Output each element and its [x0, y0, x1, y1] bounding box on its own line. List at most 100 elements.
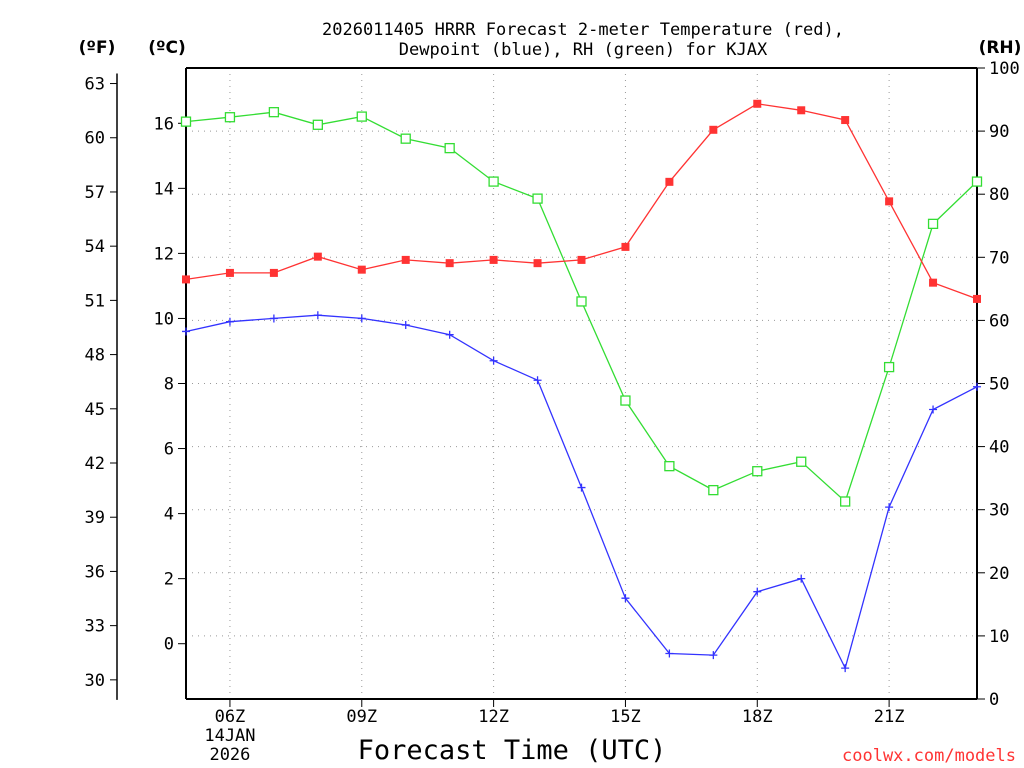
rh-tick-label: 80 [989, 185, 1009, 205]
dewpoint-point [929, 405, 938, 414]
dewpoint-point [753, 587, 762, 596]
fahrenheit-tick-label: 30 [85, 671, 105, 691]
dewpoint-point [665, 649, 674, 658]
rh-axis-unit: (RH) [979, 38, 1022, 58]
x-tick-label: 18Z [742, 707, 773, 727]
x-axis-title: Forecast Time (UTC) [358, 735, 667, 766]
rh-point [927, 218, 939, 230]
rh-point [444, 142, 455, 154]
rh-tick-label: 70 [989, 248, 1009, 268]
rh-point [400, 133, 411, 144]
fahrenheit-tick-label: 63 [85, 75, 105, 95]
fahrenheit-tick-label: 36 [85, 562, 105, 582]
x-tick-year: 2026 [209, 745, 250, 765]
fahrenheit-tick-label: 45 [85, 400, 105, 420]
temperature-point [489, 255, 498, 264]
fahrenheit-tick-label: 42 [85, 454, 105, 474]
temperature-point [445, 259, 454, 268]
rh-point [488, 176, 499, 187]
dewpoint-point [401, 320, 410, 329]
rh-tick-label: 20 [989, 564, 1009, 584]
fahrenheit-tick-label: 51 [85, 291, 105, 311]
rh-point [224, 112, 236, 123]
celsius-tick-label: 16 [154, 114, 174, 134]
fahrenheit-tick-label: 54 [85, 237, 105, 257]
rh-point [532, 193, 543, 204]
temperature-point [357, 265, 366, 274]
temperature-point [753, 99, 762, 108]
fahrenheit-tick-label: 57 [85, 183, 105, 203]
rh-point [752, 466, 763, 477]
celsius-tick-label: 4 [164, 505, 174, 525]
dewpoint-point [709, 651, 718, 660]
temperature-point [401, 255, 410, 264]
fahrenheit-axis-unit: (ºF) [79, 38, 116, 58]
temperature-point [973, 294, 981, 303]
dewpoint-point [533, 376, 542, 385]
dewpoint-point [621, 594, 630, 603]
rh-point [356, 111, 367, 122]
fahrenheit-tick-label: 39 [85, 508, 105, 528]
temperature-point [841, 116, 850, 125]
rh-line [185, 111, 978, 503]
temperature-point [885, 197, 894, 206]
fahrenheit-tick-label: 33 [85, 617, 105, 637]
celsius-tick-label: 10 [154, 309, 174, 329]
celsius-tick-label: 12 [154, 244, 174, 264]
rh-point [840, 496, 851, 507]
dewpoint-point [182, 327, 190, 336]
celsius-tick-label: 14 [154, 179, 174, 199]
dewpoint-point [357, 314, 366, 323]
rh-tick-label: 50 [989, 375, 1009, 395]
rh-tick-label: 90 [989, 122, 1009, 142]
dewpoint-point [269, 314, 278, 323]
rh-point [576, 296, 587, 307]
x-tick-label: 12Z [478, 707, 509, 727]
celsius-tick-label: 8 [164, 375, 174, 395]
data-series [180, 99, 983, 673]
x-tick-label: 06Z [215, 707, 246, 727]
rh-point [796, 456, 807, 467]
temperature-point [313, 252, 322, 261]
temperature-point [929, 278, 938, 287]
dewpoint-point [445, 330, 454, 339]
rh-point [312, 119, 323, 130]
temperature-point [577, 255, 586, 264]
dewpoint-point [973, 382, 981, 391]
rh-point [664, 461, 675, 472]
x-tick-label: 21Z [874, 707, 905, 727]
grid-lines [186, 68, 977, 699]
rh-tick-label: 10 [989, 627, 1009, 647]
celsius-axis-unit: (ºC) [148, 38, 186, 58]
dewpoint-line [185, 314, 978, 670]
rh-point [971, 176, 983, 187]
temperature-point [709, 125, 718, 134]
x-tick-label: 09Z [346, 707, 377, 727]
rh-point [708, 484, 719, 496]
temperature-line [185, 103, 978, 300]
temperature-point [797, 106, 806, 115]
x-tick-date: 14JAN [204, 726, 255, 746]
temperature-point [182, 275, 190, 284]
temperature-point [665, 177, 674, 186]
dewpoint-point [225, 317, 234, 326]
chart-title-line-1: 2026011405 HRRR Forecast 2-meter Tempera… [322, 20, 844, 40]
dewpoint-point [885, 503, 894, 512]
rh-tick-label: 40 [989, 438, 1009, 458]
fahrenheit-tick-label: 48 [85, 346, 105, 366]
rh-tick-label: 0 [989, 690, 999, 710]
rh-point [883, 361, 895, 373]
temperature-point [225, 268, 234, 277]
celsius-tick-label: 2 [164, 570, 174, 590]
rh-point [620, 395, 631, 406]
dewpoint-point [797, 574, 806, 583]
celsius-tick-label: 6 [164, 440, 174, 460]
dewpoint-point [577, 483, 586, 492]
celsius-tick-label: 0 [164, 635, 174, 655]
dewpoint-point [313, 311, 322, 320]
dewpoint-point [841, 664, 850, 673]
temperature-point [533, 259, 542, 268]
dewpoint-point [489, 356, 498, 365]
source-credit: coolwx.com/models [842, 746, 1016, 766]
